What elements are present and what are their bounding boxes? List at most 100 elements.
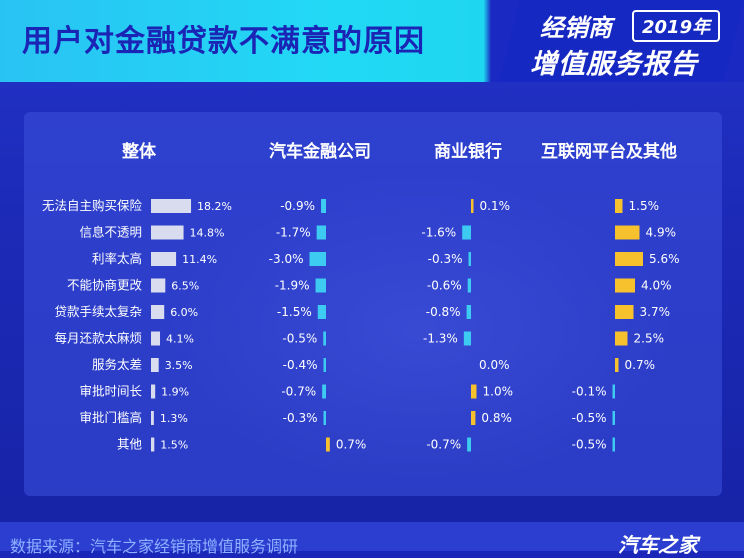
overall-value-label: 11.4% bbox=[182, 253, 217, 266]
positive-bar bbox=[615, 331, 628, 346]
value-label: -0.1% bbox=[572, 385, 607, 399]
negative-bar bbox=[467, 278, 471, 293]
value-label: 4.9% bbox=[646, 226, 677, 240]
negative-bar bbox=[321, 199, 326, 213]
overall-value-label: 1.5% bbox=[160, 439, 188, 452]
category-label: 利率太高 bbox=[92, 251, 142, 266]
positive-bar bbox=[615, 225, 640, 240]
negative-bar bbox=[323, 358, 326, 372]
value-label: 1.0% bbox=[483, 385, 514, 399]
category-label: 不能协商更改 bbox=[67, 278, 143, 293]
value-label: -0.4% bbox=[283, 358, 318, 372]
category-label: 每月还款太麻烦 bbox=[54, 331, 142, 346]
overall-bar bbox=[151, 278, 166, 293]
negative-bar bbox=[317, 305, 326, 319]
value-label: -1.3% bbox=[423, 332, 458, 346]
positive-bar bbox=[615, 278, 635, 293]
source-text: 数据来源：汽车之家经销商增值服务调研 bbox=[10, 537, 299, 556]
overall-bar bbox=[151, 358, 159, 372]
footer-logo: 汽车之家 bbox=[618, 533, 698, 557]
negative-bar bbox=[467, 437, 471, 452]
negative-bar bbox=[466, 305, 471, 319]
overall-value-label: 3.5% bbox=[165, 359, 193, 372]
positive-bar bbox=[615, 199, 623, 213]
overall-bar bbox=[151, 331, 161, 346]
overall-value-label: 18.2% bbox=[197, 200, 232, 213]
positive-bar bbox=[471, 199, 474, 213]
negative-bar bbox=[612, 437, 615, 452]
negative-bar bbox=[612, 384, 615, 399]
overall-bar bbox=[151, 384, 156, 399]
negative-bar bbox=[315, 278, 326, 293]
category-label: 无法自主购买保险 bbox=[42, 198, 143, 213]
footer-bar bbox=[0, 522, 744, 551]
category-label: 服务太差 bbox=[92, 357, 142, 372]
negative-bar bbox=[316, 225, 326, 240]
value-label: 0.8% bbox=[481, 411, 512, 425]
category-label: 其他 bbox=[117, 437, 143, 452]
overall-bar bbox=[151, 437, 155, 452]
value-label: -0.5% bbox=[572, 438, 607, 452]
value-label: -0.6% bbox=[427, 279, 462, 293]
negative-bar bbox=[612, 411, 615, 425]
value-label: -0.3% bbox=[283, 411, 318, 425]
value-label: 1.5% bbox=[629, 199, 660, 213]
chart-panel bbox=[24, 112, 722, 496]
value-label: -0.8% bbox=[426, 305, 461, 319]
value-label: -3.0% bbox=[269, 252, 304, 266]
negative-bar bbox=[323, 331, 326, 346]
positive-bar bbox=[471, 411, 476, 425]
overall-value-label: 6.5% bbox=[171, 280, 199, 293]
brand-subtitle: 增值服务报告 bbox=[530, 49, 698, 80]
category-label: 审批时间长 bbox=[79, 384, 142, 399]
overall-bar bbox=[151, 199, 192, 213]
value-label: 0.7% bbox=[625, 358, 656, 372]
column-header-auto-finance: 汽车金融公司 bbox=[269, 142, 371, 162]
page-title: 用户对金融贷款不满意的原因 bbox=[22, 24, 425, 59]
value-label: 3.7% bbox=[640, 305, 671, 319]
overall-value-label: 14.8% bbox=[190, 227, 225, 240]
overall-bar bbox=[151, 305, 165, 319]
value-label: -0.7% bbox=[426, 438, 461, 452]
value-label: -0.7% bbox=[281, 385, 316, 399]
category-label: 信息不透明 bbox=[79, 225, 142, 240]
positive-bar bbox=[326, 437, 330, 452]
positive-bar bbox=[615, 305, 634, 319]
overall-bar bbox=[151, 252, 177, 266]
brand-top-text: 经销商 bbox=[540, 14, 612, 42]
negative-bar bbox=[462, 225, 471, 240]
value-label: 5.6% bbox=[649, 252, 680, 266]
value-label: 2.5% bbox=[634, 332, 665, 346]
value-label: -0.3% bbox=[428, 252, 463, 266]
column-header-commercial-bank: 商业银行 bbox=[434, 142, 502, 162]
value-label: -1.6% bbox=[421, 226, 456, 240]
overall-value-label: 6.0% bbox=[170, 306, 198, 319]
positive-bar bbox=[471, 384, 477, 399]
value-label: -0.9% bbox=[280, 199, 315, 213]
overall-value-label: 1.3% bbox=[160, 412, 188, 425]
value-label: -1.9% bbox=[275, 279, 310, 293]
value-label: -1.7% bbox=[276, 226, 311, 240]
category-label: 贷款手续太复杂 bbox=[54, 304, 142, 319]
overall-bar bbox=[151, 225, 184, 240]
negative-bar bbox=[463, 331, 471, 346]
negative-bar bbox=[322, 384, 326, 399]
negative-bar bbox=[323, 411, 326, 425]
value-label: 4.0% bbox=[641, 279, 672, 293]
column-header-internet-platform: 互联网平台及其他 bbox=[541, 142, 677, 162]
overall-bar bbox=[151, 411, 154, 425]
value-label: 0.0% bbox=[479, 358, 510, 372]
overall-value-label: 1.9% bbox=[161, 386, 189, 399]
brand-year-badge: 2019年 bbox=[632, 10, 721, 42]
value-label: -1.5% bbox=[277, 305, 312, 319]
positive-bar bbox=[615, 358, 619, 372]
positive-bar bbox=[615, 252, 643, 266]
negative-bar bbox=[468, 252, 471, 266]
value-label: 0.1% bbox=[480, 199, 511, 213]
value-label: -0.5% bbox=[282, 332, 317, 346]
value-label: 0.7% bbox=[336, 438, 367, 452]
column-header-overall: 整体 bbox=[122, 142, 156, 162]
negative-bar bbox=[309, 252, 326, 266]
category-label: 审批门槛高 bbox=[79, 410, 142, 425]
